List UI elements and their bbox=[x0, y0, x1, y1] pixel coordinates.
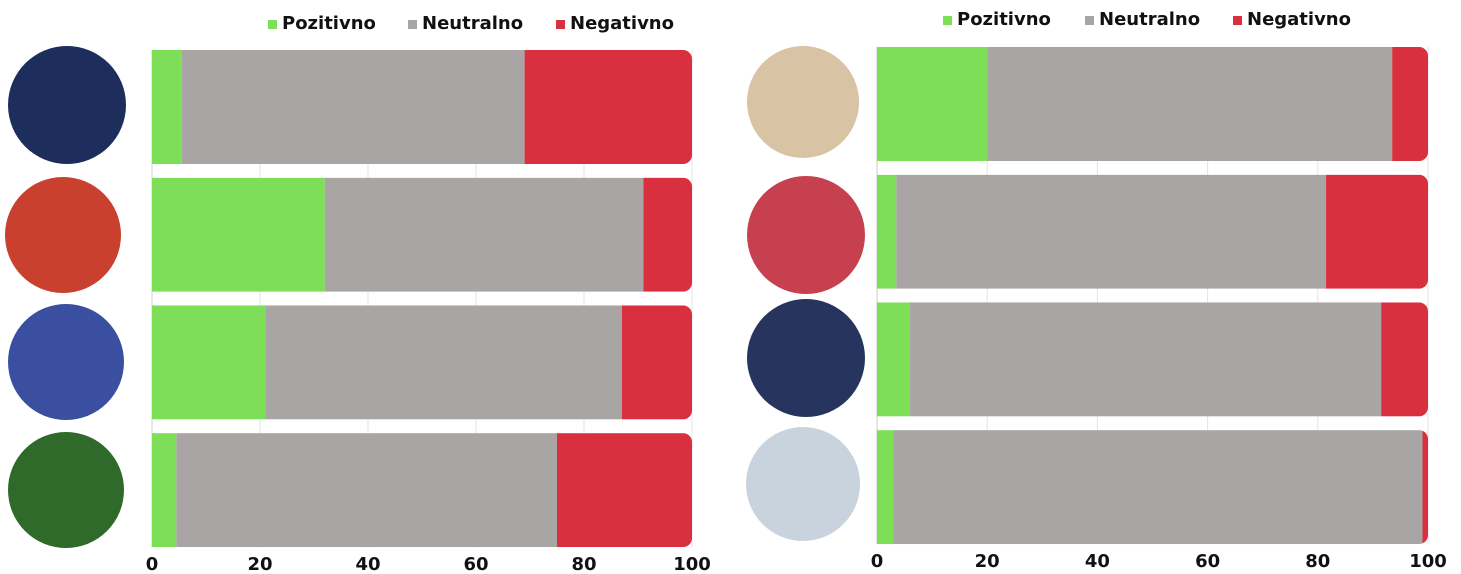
legend-label: Negativno bbox=[570, 13, 674, 34]
bar-row bbox=[877, 47, 1428, 161]
x-tick-label: 60 bbox=[1195, 551, 1220, 572]
bar-row bbox=[877, 302, 1428, 417]
bar-segment bbox=[1392, 47, 1428, 161]
legend-swatch bbox=[943, 16, 952, 25]
photo bbox=[747, 299, 865, 417]
x-tick-label: 20 bbox=[247, 554, 272, 574]
photo bbox=[8, 432, 124, 548]
bar-segment bbox=[176, 433, 558, 548]
bar-row bbox=[152, 177, 692, 292]
legend-label: Neutralno bbox=[1099, 9, 1200, 30]
bar-row bbox=[152, 433, 692, 548]
x-tick-label: 0 bbox=[146, 554, 159, 574]
photo bbox=[747, 176, 865, 294]
photo bbox=[5, 177, 121, 293]
bar-segment bbox=[1422, 430, 1428, 545]
legend-swatch bbox=[408, 20, 417, 29]
photo bbox=[8, 46, 126, 164]
x-tick-label: 20 bbox=[975, 551, 1000, 572]
bar-segment bbox=[181, 50, 525, 164]
bar-row bbox=[152, 305, 692, 420]
legend-swatch bbox=[1085, 16, 1094, 25]
bar-segment bbox=[557, 433, 692, 548]
bar-segment bbox=[1326, 174, 1428, 289]
legend-label: Negativno bbox=[1247, 9, 1351, 30]
legend-swatch bbox=[1233, 16, 1242, 25]
legend-swatch bbox=[268, 20, 277, 29]
photo bbox=[747, 46, 859, 158]
bar-segment bbox=[877, 174, 897, 289]
bar-segment bbox=[893, 430, 1423, 545]
bar-segment bbox=[152, 433, 177, 548]
x-tick-label: 80 bbox=[1305, 551, 1330, 572]
x-tick-label: 60 bbox=[463, 554, 488, 574]
bar-segment bbox=[877, 47, 988, 161]
legend-label: Pozitivno bbox=[282, 13, 376, 34]
bar-row bbox=[877, 430, 1428, 545]
legend-label: Neutralno bbox=[422, 13, 523, 34]
bar-segment bbox=[152, 50, 182, 164]
x-tick-label: 100 bbox=[1409, 551, 1447, 572]
photo bbox=[8, 304, 124, 420]
bar-segment bbox=[877, 302, 911, 417]
bar-segment bbox=[524, 50, 692, 164]
bar-segment bbox=[265, 305, 622, 420]
bar-segment bbox=[877, 430, 894, 545]
bar-segment bbox=[324, 177, 644, 292]
bar-segment bbox=[987, 47, 1393, 161]
legend-swatch bbox=[556, 20, 565, 29]
x-tick-label: 40 bbox=[355, 554, 380, 574]
bar-segment bbox=[621, 305, 692, 420]
bar-segment bbox=[1381, 302, 1428, 417]
photo bbox=[746, 427, 860, 541]
photos bbox=[5, 46, 865, 548]
x-tick-label: 0 bbox=[871, 551, 884, 572]
bar-segment bbox=[896, 174, 1327, 289]
bar-segment bbox=[152, 305, 266, 420]
bar-row bbox=[152, 50, 692, 164]
bar-row bbox=[877, 174, 1428, 289]
x-tick-label: 80 bbox=[571, 554, 596, 574]
x-tick-label: 100 bbox=[673, 554, 711, 574]
bar-segment bbox=[910, 302, 1382, 417]
x-tick-label: 40 bbox=[1085, 551, 1110, 572]
bar-segment bbox=[152, 177, 325, 292]
bar-segment bbox=[643, 177, 692, 292]
legend-label: Pozitivno bbox=[957, 9, 1051, 30]
